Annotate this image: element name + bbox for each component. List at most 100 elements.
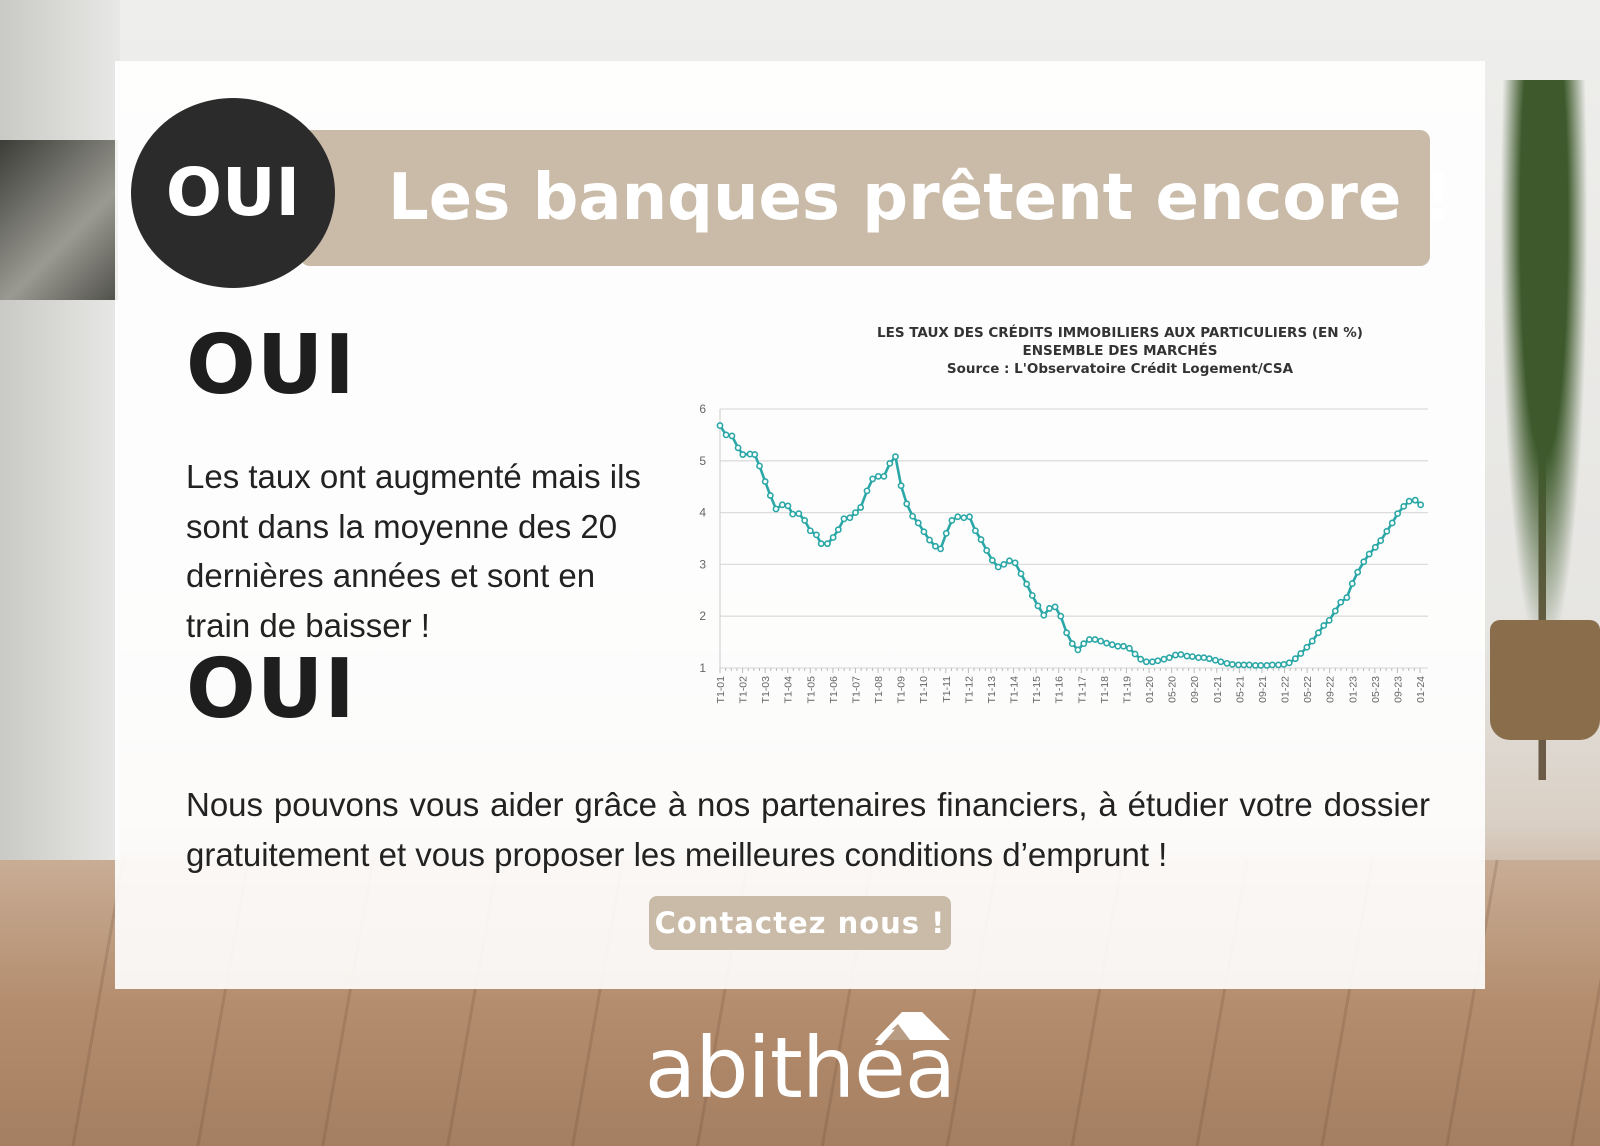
data-point: [1091, 636, 1099, 643]
data-point: [909, 512, 917, 520]
data-point: [977, 536, 985, 543]
wall-painting: [0, 140, 118, 300]
data-point: [983, 547, 991, 554]
data-point: [1057, 612, 1065, 620]
data-point: [817, 540, 825, 548]
data-point: [824, 540, 831, 548]
data-point: [1377, 537, 1385, 544]
data-point: [1160, 655, 1168, 663]
data-point: [942, 529, 950, 537]
data-point: [1108, 641, 1116, 649]
data-point: [1343, 594, 1351, 601]
data-point: [1331, 607, 1339, 615]
data-point: [1223, 659, 1231, 667]
x-tick-label: T1-13: [986, 676, 998, 704]
data-point: [988, 556, 996, 564]
data-point: [1291, 655, 1299, 663]
data-point: [1017, 570, 1025, 578]
data-point: [1023, 580, 1031, 588]
data-point: [1325, 616, 1333, 624]
chart-title: LES TAUX DES CRÉDITS IMMOBILIERS AUX PAR…: [877, 324, 1363, 341]
data-point: [1217, 658, 1225, 666]
data-point: [801, 516, 809, 524]
x-tick-label: 09-21: [1257, 676, 1269, 703]
x-tick-label: T1-07: [850, 676, 862, 704]
badge-label: OUI: [165, 154, 301, 231]
x-tick-label: 05-23: [1370, 676, 1382, 703]
data-point: [1172, 651, 1179, 659]
data-point: [1063, 629, 1071, 637]
basket-decoration: [1490, 620, 1600, 740]
x-tick-label: 01-24: [1415, 676, 1427, 703]
data-point: [766, 492, 774, 499]
data-point: [772, 505, 780, 513]
data-point: [1006, 557, 1013, 565]
x-tick-label: T1-10: [918, 676, 930, 704]
data-point: [1400, 502, 1408, 510]
data-point: [1114, 642, 1122, 650]
x-tick-label: T1-06: [828, 676, 840, 704]
data-point: [1040, 611, 1048, 619]
x-tick-label: T1-05: [805, 676, 817, 704]
data-point: [920, 528, 928, 536]
data-point: [1280, 660, 1288, 668]
data-point: [1097, 637, 1105, 645]
data-point: [1251, 662, 1259, 669]
data-point: [857, 504, 865, 511]
data-point: [1086, 636, 1093, 643]
data-point: [1263, 662, 1271, 669]
data-point: [1068, 640, 1076, 648]
x-tick-label: T1-16: [1054, 676, 1066, 704]
x-tick-label: T1-15: [1031, 676, 1043, 704]
rate-line: [718, 424, 1422, 667]
data-point: [1188, 653, 1196, 661]
title-banner: [300, 130, 1430, 266]
y-tick-label: 5: [699, 454, 706, 468]
data-point: [1205, 655, 1213, 663]
contact-button[interactable]: Contactez nous !: [649, 896, 951, 950]
x-tick-label: T1-19: [1121, 676, 1133, 704]
x-tick-label: T1-11: [941, 676, 953, 703]
section2-text: Nous pouvons vous aider grâce à nos part…: [186, 786, 1430, 873]
roof-icon: [875, 1012, 950, 1040]
x-tick-label: 05-21: [1234, 676, 1246, 703]
data-point: [1028, 592, 1036, 599]
data-point: [846, 514, 854, 522]
data-point: [1074, 646, 1082, 654]
x-tick-label: 05-20: [1167, 676, 1179, 703]
data-point: [1285, 659, 1293, 667]
data-point: [960, 514, 968, 522]
x-tick-label: 09-20: [1189, 676, 1201, 703]
data-point: [914, 519, 922, 527]
page-title: Les banques prêtent encore !: [388, 161, 1453, 235]
data-point: [1200, 654, 1208, 662]
data-point: [739, 451, 747, 458]
data-point: [1320, 622, 1328, 629]
data-point: [1137, 655, 1145, 663]
data-point: [1080, 640, 1088, 648]
data-point: [840, 515, 848, 523]
chart-source: Source : L'Observatoire Crédit Logement/…: [947, 361, 1294, 377]
y-tick-label: 3: [699, 557, 706, 571]
data-point: [886, 459, 894, 467]
data-point: [869, 475, 877, 483]
data-point: [778, 501, 786, 509]
data-point: [874, 472, 882, 480]
data-point: [954, 513, 962, 521]
data-point: [761, 478, 769, 485]
data-point: [1297, 650, 1305, 657]
x-tick-label: 09-23: [1392, 676, 1404, 703]
y-tick-label: 6: [699, 402, 706, 416]
data-point: [1142, 658, 1150, 666]
data-point: [1011, 559, 1019, 567]
data-point: [1371, 543, 1379, 551]
x-tick-label: 01-22: [1280, 676, 1292, 703]
data-point: [1303, 643, 1311, 651]
data-point: [722, 431, 730, 439]
data-point: [1240, 661, 1248, 669]
data-point: [734, 444, 742, 452]
data-point: [813, 531, 820, 539]
data-point: [1177, 651, 1185, 658]
data-point: [1245, 661, 1253, 669]
data-point: [1195, 654, 1202, 662]
